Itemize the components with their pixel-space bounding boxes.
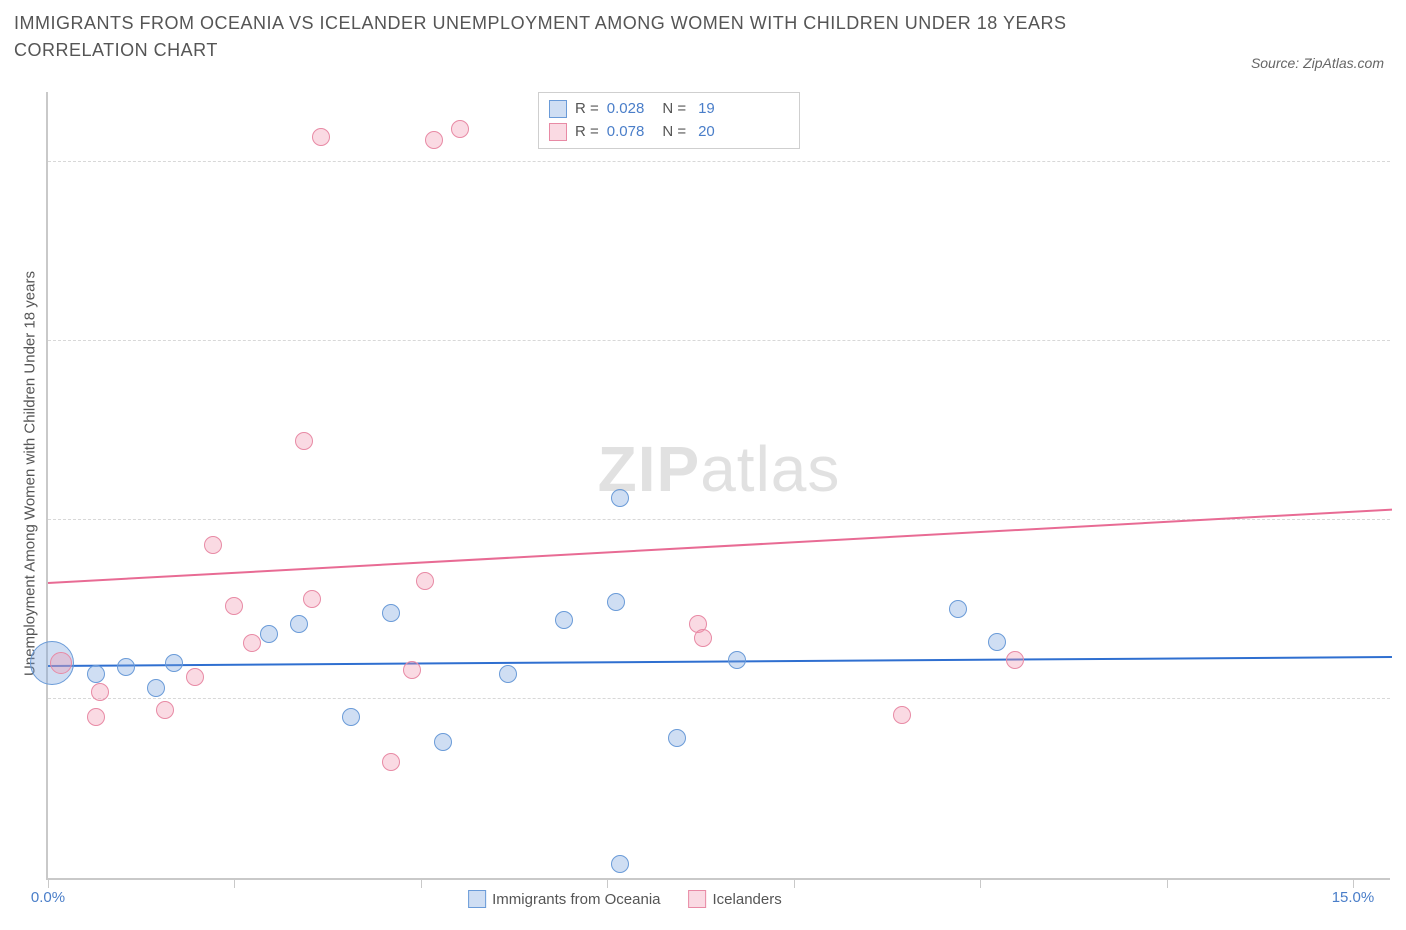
data-point [204,536,222,554]
data-point [949,600,967,618]
data-point [225,597,243,615]
x-axis-tick-label: 15.0% [1332,889,1375,906]
correlation-legend: R = 0.028 N = 19 R = 0.078 N = 20 [538,92,800,149]
source-name: ZipAtlas.com [1303,55,1384,71]
data-point [728,651,746,669]
y-axis-tick-label: 20.0% [1396,153,1406,170]
data-point [260,625,278,643]
swatch-oceania [549,100,567,118]
legend-r-label: R = [575,98,599,121]
data-point [434,733,452,751]
source-label: Source: [1251,55,1299,71]
gridline [48,340,1390,341]
legend-n-value-icelanders: 20 [698,121,715,144]
source-attribution: Source: ZipAtlas.com [1251,55,1384,71]
x-axis-tick [980,878,981,888]
data-point [91,683,109,701]
trend-line [48,509,1392,584]
legend-item-oceania: Immigrants from Oceania [468,890,660,908]
watermark-light: atlas [700,433,840,505]
y-axis-tick-label: 10.0% [1396,511,1406,528]
y-axis-tick-label: 5.0% [1396,690,1406,707]
legend-r-value-icelanders: 0.078 [607,121,645,144]
trend-line [48,656,1392,667]
x-axis-tick [1353,878,1354,888]
data-point [295,432,313,450]
data-point [165,654,183,672]
x-axis-tick [1167,878,1168,888]
data-point [87,665,105,683]
legend-row-oceania: R = 0.028 N = 19 [549,98,789,121]
legend-r-value-oceania: 0.028 [607,98,645,121]
data-point [555,611,573,629]
data-point [156,701,174,719]
legend-item-icelanders: Icelanders [689,890,782,908]
legend-n-label: N = [662,121,686,144]
data-point [499,665,517,683]
data-point [303,590,321,608]
data-point [342,708,360,726]
data-point [1006,651,1024,669]
data-point [451,120,469,138]
data-point [694,629,712,647]
legend-row-icelanders: R = 0.078 N = 20 [549,121,789,144]
x-axis-tick [421,878,422,888]
data-point [312,128,330,146]
y-axis-label: Unemployment Among Women with Children U… [22,271,39,676]
watermark: ZIPatlas [598,432,841,506]
data-point [147,679,165,697]
y-axis-tick-label: 15.0% [1396,332,1406,349]
data-point [290,615,308,633]
x-axis-tick [48,878,49,888]
data-point [607,593,625,611]
x-axis-tick [234,878,235,888]
legend-n-value-oceania: 19 [698,98,715,121]
x-axis-tick [607,878,608,888]
data-point [416,572,434,590]
data-point [668,729,686,747]
x-axis-tick-label: 0.0% [31,889,65,906]
legend-n-label: N = [662,98,686,121]
data-point [425,131,443,149]
data-point [403,661,421,679]
x-axis-tick [794,878,795,888]
data-point [611,855,629,873]
data-point [382,604,400,622]
data-point [186,668,204,686]
data-point [50,652,72,674]
data-point [87,708,105,726]
series-legend: Immigrants from Oceania Icelanders [468,890,782,908]
legend-label-icelanders: Icelanders [713,891,782,908]
chart-title: IMMIGRANTS FROM OCEANIA VS ICELANDER UNE… [14,10,1134,64]
data-point [988,633,1006,651]
swatch-oceania-icon [468,890,486,908]
data-point [243,634,261,652]
data-point [117,658,135,676]
gridline [48,161,1390,162]
legend-r-label: R = [575,121,599,144]
data-point [893,706,911,724]
swatch-icelanders-icon [689,890,707,908]
swatch-icelanders [549,123,567,141]
data-point [611,489,629,507]
legend-label-oceania: Immigrants from Oceania [492,891,660,908]
gridline [48,698,1390,699]
data-point [382,753,400,771]
chart-plot-area: ZIPatlas R = 0.028 N = 19 R = 0.078 N = … [46,92,1390,880]
